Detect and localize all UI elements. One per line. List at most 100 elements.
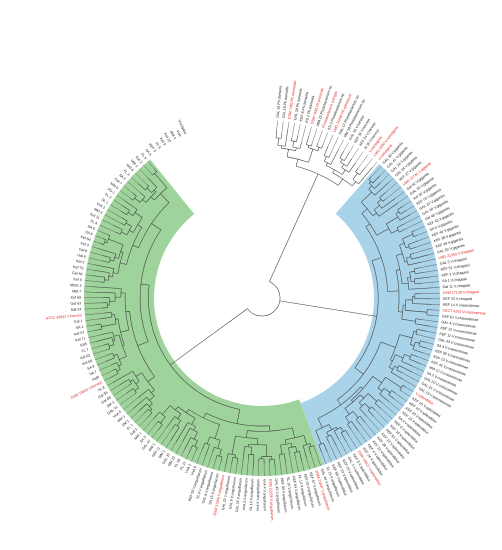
tree-branch-radial	[130, 410, 140, 419]
tree-branch-radial	[129, 379, 134, 382]
tree-branch-radial	[146, 184, 149, 187]
tree-branch-radial	[410, 246, 417, 250]
tree-branch-radial	[346, 158, 353, 167]
tree-branch-radial	[151, 429, 159, 439]
tree-branch-radial	[385, 182, 398, 193]
tree-branch-radial	[336, 446, 343, 458]
tree-branch-radial	[372, 175, 381, 184]
tree-branch-radial	[321, 452, 327, 465]
tree-branch-radial	[290, 443, 293, 448]
isolate-label: SL 1	[101, 198, 109, 205]
tree-branch-radial	[147, 376, 155, 382]
tree-branch-radial	[121, 204, 130, 211]
tree-branch-radial	[365, 158, 373, 168]
isolate-label: KS 2 Ph.damsela	[305, 95, 316, 123]
tree-branch-arc	[415, 329, 418, 335]
tree-branch-radial	[289, 454, 294, 474]
tree-branch-radial	[416, 231, 428, 236]
isolate-label: SM 2	[106, 400, 115, 408]
tree-branch-radial	[381, 198, 395, 209]
tree-branch-arc	[106, 235, 111, 243]
tree-branch-radial	[406, 256, 411, 259]
tree-branch-radial	[377, 199, 382, 203]
tree-branch-radial	[413, 235, 417, 238]
tree-branch-radial	[170, 427, 180, 442]
tree-branch-radial	[308, 149, 314, 163]
tree-branch-radial	[367, 410, 374, 417]
tree-branch-radial	[284, 129, 289, 147]
tree-branch-radial	[340, 427, 344, 432]
tree-branch-arc	[408, 244, 411, 250]
tree-branch-radial	[86, 324, 97, 327]
isolate-label: GAL 25 V.anguillarum	[235, 478, 243, 513]
tree-branch-radial	[87, 330, 95, 333]
tree-branch-radial	[246, 459, 249, 476]
tree-branch-radial	[91, 275, 105, 278]
tree-branch-radial	[314, 447, 321, 467]
tree-branch-radial	[350, 428, 362, 446]
tree-branch-radial	[415, 333, 419, 336]
tree-branch-radial	[186, 409, 189, 413]
tree-branch-radial	[396, 223, 406, 228]
tree-branch-radial	[372, 376, 382, 383]
tree-branch-arc	[128, 379, 132, 384]
tree-branch-radial	[423, 352, 431, 356]
tree-branch-arc	[303, 443, 311, 446]
tree-branch-radial	[156, 421, 159, 424]
tree-branch-radial	[358, 430, 367, 443]
tree-branch-radial	[84, 307, 103, 310]
isolate-label: MM 4	[169, 130, 177, 140]
tree-branch-radial	[390, 359, 393, 362]
tree-branch-arc	[397, 209, 401, 215]
tree-branch-radial	[311, 455, 316, 468]
tree-branch-radial	[252, 454, 255, 469]
isolate-label: Gal 63	[70, 301, 81, 305]
tree-branch-radial	[119, 356, 127, 360]
tree-branch-radial	[395, 392, 408, 402]
tree-branch-radial	[368, 181, 372, 184]
tree-branch-radial	[367, 393, 377, 402]
tree-branch-radial	[140, 283, 150, 286]
tree-branch-radial	[120, 251, 124, 253]
tree-branch-arc	[116, 362, 121, 370]
tree-branch-radial	[401, 318, 416, 322]
isolate-label: Kef 10	[163, 132, 172, 143]
tree-branch-radial	[372, 161, 378, 168]
tree-branch-radial	[105, 357, 115, 362]
tree-branch-radial	[99, 364, 112, 371]
tree-branch-radial	[201, 456, 206, 466]
isolate-label: KEF 61 V.crassostreae	[442, 314, 479, 322]
tree-branch-radial	[409, 271, 415, 273]
tree-branch-radial	[385, 377, 402, 388]
isolate-label: VnA 1	[185, 463, 192, 473]
tree-branch-radial	[357, 154, 369, 169]
isolate-label: SA 15 V.anguillarum	[208, 473, 220, 505]
isolate-label: MM 1	[148, 443, 157, 453]
tree-branch-radial	[126, 388, 134, 394]
tree-branch-radial	[421, 258, 436, 263]
tree-branch-radial	[376, 228, 389, 236]
tree-branch-radial	[150, 409, 153, 412]
reference-strain-label: DSM 22226 V.anguillarum	[268, 479, 274, 521]
tree-branch-radial	[100, 243, 104, 245]
tree-branch-arc	[192, 445, 198, 448]
isolate-label: MM 1	[134, 431, 143, 440]
tree-branch-radial	[428, 253, 435, 256]
tree-branch-radial	[134, 412, 145, 423]
tree-branch-arc	[188, 409, 220, 425]
isolate-label: GAL 5 V.chagasii	[439, 257, 467, 266]
isolate-label: SwR	[91, 375, 100, 382]
tree-branch-arc	[247, 281, 281, 317]
tree-branch-radial	[280, 133, 283, 139]
tree-branch-radial	[125, 222, 132, 227]
tree-branch-arc	[287, 156, 309, 163]
tree-branch-radial	[128, 212, 134, 216]
tree-branch-radial	[311, 143, 313, 147]
tree-branch-radial	[149, 395, 155, 401]
tree-branch-radial	[417, 356, 429, 362]
tree-branch-radial	[321, 144, 324, 149]
tree-branch-radial	[414, 276, 431, 280]
tree-branch-radial	[328, 154, 331, 158]
tree-branch-radial	[175, 441, 183, 454]
tree-branch-radial	[137, 182, 146, 191]
